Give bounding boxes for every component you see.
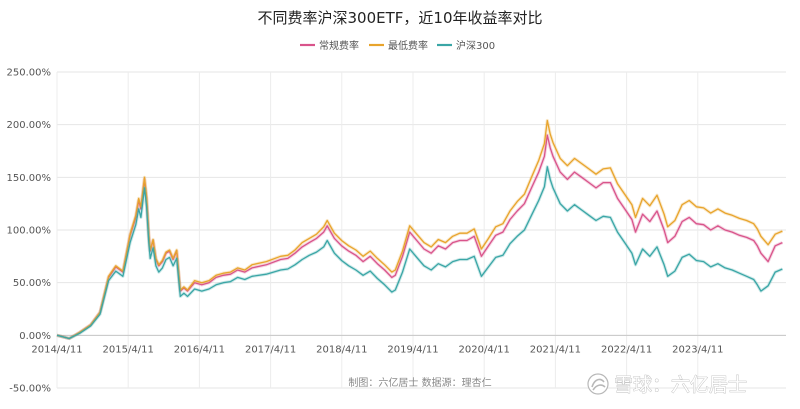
watermark-text: 雪球：六亿居士 xyxy=(614,374,747,396)
y-tick-label: 200.00% xyxy=(7,120,52,131)
series-line xyxy=(56,134,783,340)
x-tick-label: 2019/4/11 xyxy=(387,344,438,355)
y-tick-label: 50.00% xyxy=(13,278,51,289)
y-tick-label: -50.00% xyxy=(9,384,51,395)
legend-label: 沪深300 xyxy=(456,39,495,52)
series-line xyxy=(56,166,783,340)
y-tick-label: 250.00% xyxy=(7,68,52,79)
series-line xyxy=(56,119,783,340)
x-tick-label: 2017/4/11 xyxy=(245,344,296,355)
y-axis: -50.00% 0.00% 50.00% 100.00% 150.00% 200.00% 2… xyxy=(7,68,52,395)
y-tick-label: 150.00% xyxy=(7,173,52,184)
credit-text: 制图：六亿居士 数据源：理杏仁 xyxy=(348,376,491,389)
series-group xyxy=(56,118,784,341)
chart-title: 不同费率沪深300ETF，近10年收益率对比 xyxy=(258,9,543,27)
x-tick-label: 2020/4/11 xyxy=(459,344,510,355)
legend-label: 常规费率 xyxy=(319,39,359,52)
x-tick-label: 2016/4/11 xyxy=(174,344,225,355)
x-tick-label: 2022/4/11 xyxy=(601,344,652,355)
y-tick-label: 100.00% xyxy=(7,226,52,237)
x-tick-label: 2014/4/11 xyxy=(31,344,82,355)
legend: 常规费率 最低费率 沪深300 xyxy=(300,39,495,52)
x-axis: 2014/4/11 2015/4/11 2016/4/11 2017/4/11 2018… xyxy=(31,344,723,355)
legend-label: 最低费率 xyxy=(388,39,428,52)
x-tick-label: 2018/4/11 xyxy=(316,344,367,355)
x-tick-label: 2023/4/11 xyxy=(672,344,723,355)
y-tick-label: 0.00% xyxy=(19,331,51,342)
x-tick-label: 2021/4/11 xyxy=(530,344,581,355)
x-tick-label: 2015/4/11 xyxy=(103,344,154,355)
snowball-logo-icon xyxy=(587,373,609,395)
